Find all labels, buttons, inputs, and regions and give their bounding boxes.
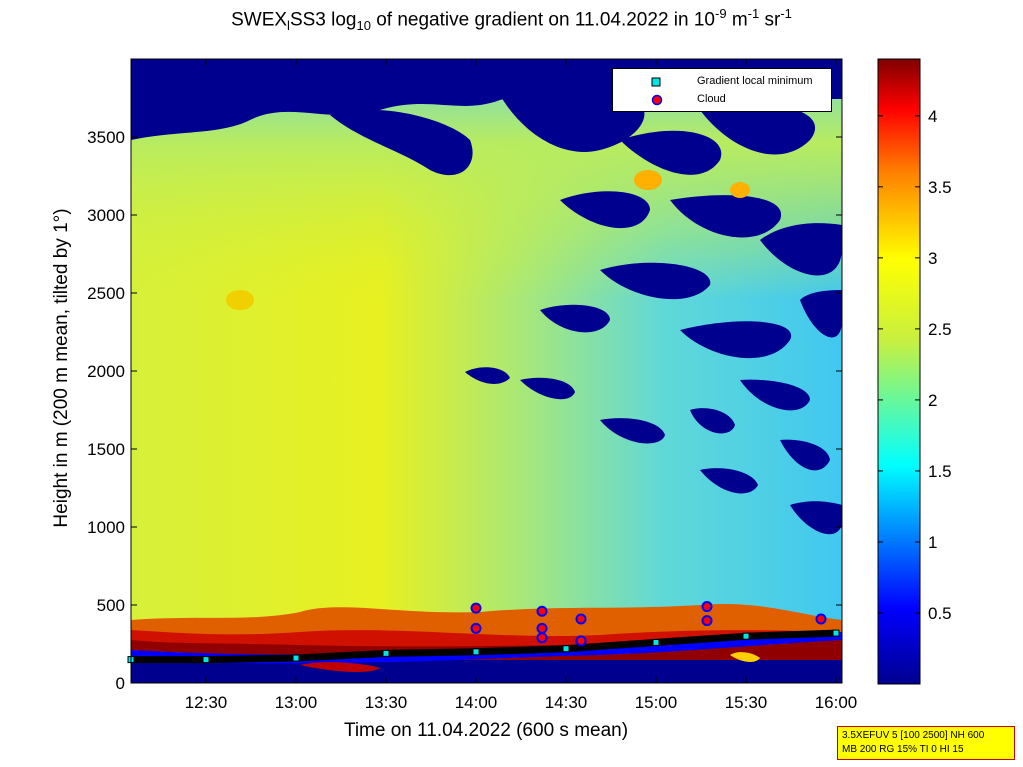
cloud-point — [470, 622, 482, 634]
gradient-minimum-point — [292, 654, 300, 662]
colorbar-tick-label: 4 — [928, 107, 937, 126]
chart-title: SWEXlSS3 log10 of negative gradient on 1… — [231, 6, 792, 34]
info-box: 3.5XEFUV 5 [100 2500] NH 600 MB 200 RG 1… — [837, 726, 1015, 760]
info-line-1: 3.5XEFUV 5 [100 2500] NH 600 — [842, 730, 985, 741]
cloud-point — [575, 613, 587, 625]
y-tick-label: 1500 — [87, 440, 125, 459]
gradient-minimum-point — [742, 632, 750, 640]
x-tick-label: 16:00 — [815, 693, 858, 712]
x-tick-label: 12:30 — [185, 693, 228, 712]
colorbar-tick-label: 2 — [928, 391, 937, 410]
y-tick-label: 500 — [97, 596, 125, 615]
colorbar-tick-label: 1 — [928, 533, 937, 552]
x-tick-label: 14:30 — [545, 693, 588, 712]
x-axis-label: Time on 11.04.2022 (600 s mean) — [344, 720, 628, 741]
cloud-point — [815, 613, 827, 625]
gradient-minimum-point — [472, 648, 480, 656]
x-tick-label: 15:00 — [635, 693, 678, 712]
legend-label-gradient-minimum: Gradient local minimum — [697, 75, 813, 87]
gradient-minimum-point — [202, 656, 210, 664]
legend-label-cloud: Cloud — [697, 93, 726, 105]
x-tick-label: 14:00 — [455, 693, 498, 712]
cloud-series — [470, 601, 827, 647]
cloud-point — [536, 605, 548, 617]
x-tick-label: 15:30 — [725, 693, 768, 712]
legend: Gradient local minimum Cloud — [612, 68, 832, 112]
y-tick-label: 2500 — [87, 284, 125, 303]
gradient-minimum-point — [832, 629, 840, 637]
y-tick-label: 3000 — [87, 206, 125, 225]
y-tick-label: 1000 — [87, 518, 125, 537]
cloud-point — [536, 632, 548, 644]
colorbar-tick-label: 0.5 — [928, 604, 952, 623]
cloud-point — [536, 622, 548, 634]
y-tick-label: 0 — [116, 674, 125, 693]
cloud-point — [575, 635, 587, 647]
colorbar-tick-label: 2.5 — [928, 320, 952, 339]
heatmap-field — [131, 59, 842, 683]
gradient-minimum-marker-icon — [651, 77, 661, 90]
y-axis-label: Height in m (200 m mean, tilted by 1°) — [51, 208, 72, 527]
colorbar-tick-label: 3 — [928, 249, 937, 268]
x-tick-label: 13:00 — [275, 693, 318, 712]
gradient-minimum-point — [652, 638, 660, 646]
colorbar-axis: 0.5 1 1.5 2 2.5 3 3.5 4 — [878, 107, 952, 623]
cloud-point — [470, 602, 482, 614]
x-tick-label: 13:30 — [365, 693, 408, 712]
x-axis: 12:30 13:00 13:30 14:00 14:30 15:00 15:30 16:00 — [185, 59, 858, 712]
cloud-marker-icon — [651, 94, 663, 109]
colorbar-tick-label: 3.5 — [928, 178, 952, 197]
gradient-minimum-point — [562, 645, 570, 653]
cloud-point — [701, 601, 713, 613]
colorbar — [877, 58, 921, 685]
colorbar-tick-label: 1.5 — [928, 462, 952, 481]
y-axis: 0 500 1000 1500 2000 2500 3000 3500 — [87, 128, 842, 693]
y-tick-label: 2000 — [87, 362, 125, 381]
cloud-point — [701, 615, 713, 627]
gradient-minimum-point — [382, 649, 390, 657]
info-line-2: MB 200 RG 15% TI 0 HI 15 — [842, 744, 964, 755]
y-tick-label: 3500 — [87, 128, 125, 147]
